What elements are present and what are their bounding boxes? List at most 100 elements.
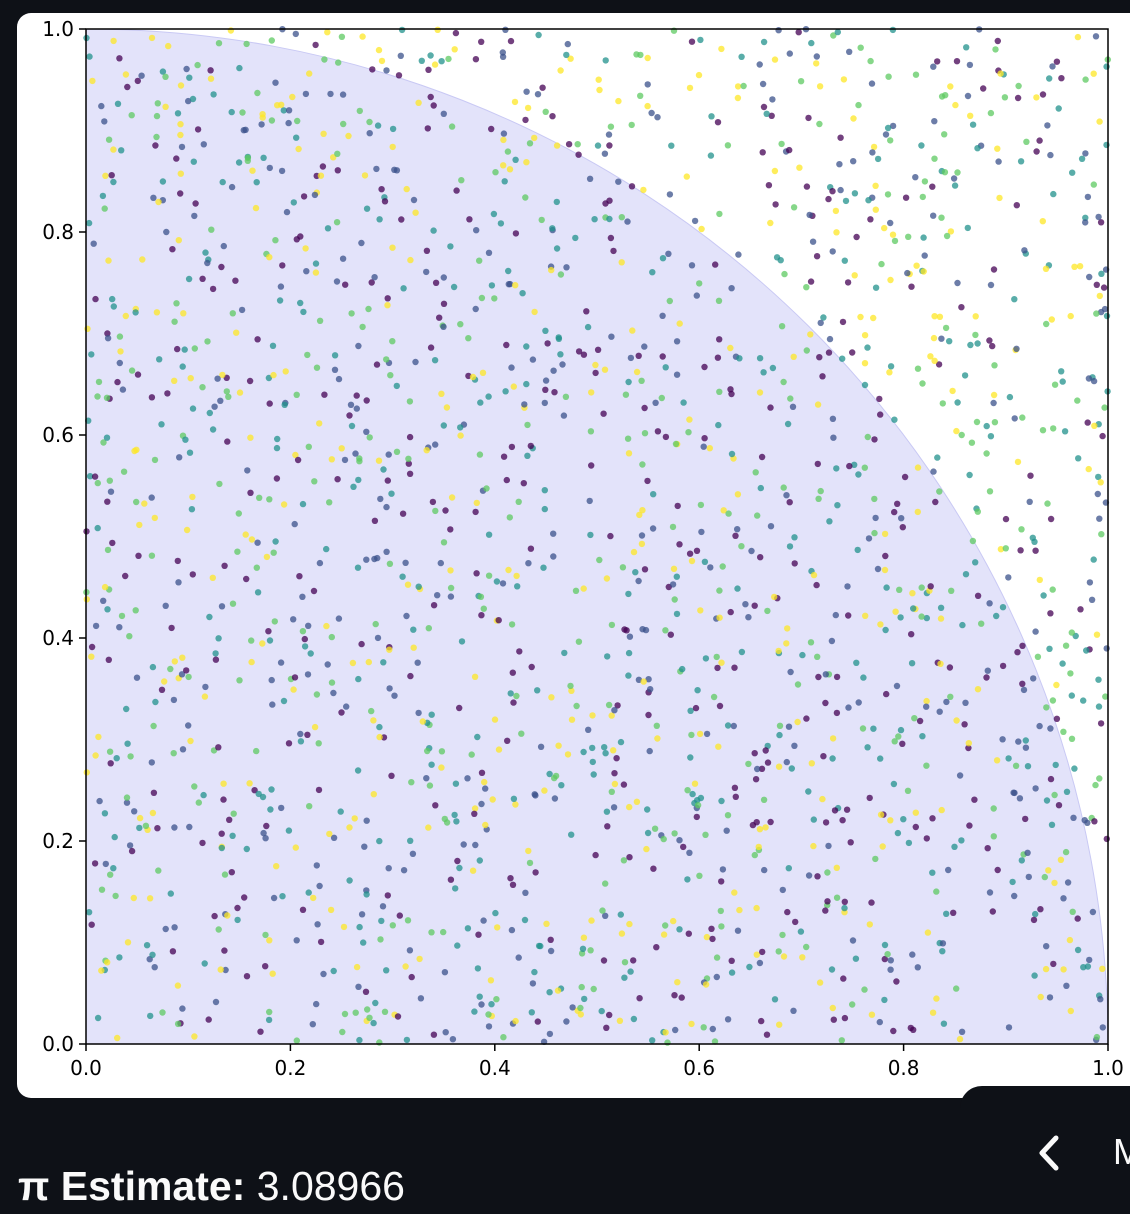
scatter-point bbox=[548, 266, 555, 274]
scatter-point bbox=[921, 252, 928, 259]
scatter-point bbox=[936, 708, 943, 715]
scatter-point bbox=[668, 142, 675, 149]
scatter-point bbox=[312, 269, 320, 276]
chevron-left-icon[interactable] bbox=[1030, 1130, 1070, 1176]
scatter-point bbox=[491, 295, 498, 302]
scatter-point bbox=[312, 260, 320, 267]
scatter-point bbox=[659, 255, 667, 262]
scatter-point bbox=[200, 141, 207, 148]
scatter-point bbox=[452, 885, 459, 892]
scatter-point bbox=[565, 141, 573, 148]
scatter-point bbox=[1095, 473, 1102, 481]
scatter-point bbox=[494, 924, 501, 931]
scatter-point bbox=[340, 120, 347, 128]
scatter-point bbox=[742, 601, 749, 608]
scatter-point bbox=[736, 355, 743, 362]
scatter-point bbox=[649, 269, 656, 276]
scatter-point bbox=[759, 80, 767, 88]
scatter-point bbox=[954, 169, 961, 176]
scatter-point bbox=[567, 55, 574, 62]
scatter-point bbox=[851, 461, 858, 468]
scatter-point bbox=[405, 460, 412, 467]
scatter-point bbox=[636, 995, 643, 1002]
scatter-point bbox=[629, 327, 636, 334]
scatter-point bbox=[440, 110, 447, 118]
scatter-point bbox=[638, 532, 646, 539]
scatter-point bbox=[1090, 70, 1097, 77]
scatter-point bbox=[776, 722, 784, 729]
scatter-point bbox=[555, 742, 562, 749]
scatter-point bbox=[110, 303, 118, 310]
scatter-point bbox=[130, 894, 137, 902]
scatter-point bbox=[187, 737, 194, 745]
scatter-point bbox=[889, 122, 897, 130]
scatter-point bbox=[226, 816, 233, 823]
scatter-point bbox=[687, 707, 694, 714]
scatter-point bbox=[440, 274, 447, 281]
scatter-point bbox=[1074, 915, 1081, 922]
scatter-point bbox=[369, 66, 376, 73]
scatter-point bbox=[391, 692, 398, 699]
scatter-point bbox=[754, 765, 761, 773]
scatter-point bbox=[123, 794, 131, 801]
scatter-point bbox=[389, 338, 396, 345]
scatter-point bbox=[399, 573, 406, 580]
scatter-point bbox=[88, 653, 95, 660]
scatter-point bbox=[1069, 169, 1076, 176]
scatter-point bbox=[734, 585, 741, 592]
scatter-point bbox=[423, 447, 430, 454]
scatter-point bbox=[702, 981, 710, 988]
scatter-point bbox=[790, 353, 797, 360]
scatter-point bbox=[265, 374, 273, 382]
scatter-point bbox=[877, 755, 884, 762]
scatter-point bbox=[822, 699, 829, 707]
pager-next-label[interactable]: M bbox=[1113, 1131, 1130, 1172]
scatter-point bbox=[947, 83, 954, 90]
scatter-point bbox=[874, 155, 882, 163]
scatter-point bbox=[813, 53, 820, 60]
scatter-point bbox=[557, 351, 564, 358]
scatter-point bbox=[751, 851, 758, 859]
scatter-point bbox=[881, 996, 888, 1004]
scatter-point bbox=[372, 620, 379, 628]
scatter-point bbox=[163, 228, 170, 236]
scatter-point bbox=[1043, 943, 1050, 950]
scatter-point bbox=[269, 342, 277, 349]
scatter-point bbox=[715, 297, 723, 304]
scatter-point bbox=[309, 1021, 316, 1028]
scatter-point bbox=[701, 435, 708, 442]
scatter-point bbox=[674, 502, 681, 510]
scatter-point bbox=[507, 875, 514, 882]
scatter-point bbox=[182, 436, 189, 443]
scatter-point bbox=[441, 969, 449, 976]
scatter-point bbox=[603, 575, 611, 582]
scatter-point bbox=[555, 335, 563, 342]
scatter-point bbox=[386, 685, 393, 692]
scatter-point bbox=[799, 651, 806, 659]
scatter-point bbox=[291, 520, 298, 528]
scatter-point bbox=[930, 334, 938, 342]
scatter-point bbox=[622, 391, 630, 398]
scatter-point bbox=[456, 704, 463, 712]
scatter-point bbox=[809, 238, 817, 245]
scatter-point bbox=[388, 490, 395, 497]
scatter-point bbox=[615, 97, 622, 105]
scatter-point bbox=[735, 251, 742, 258]
scatter-point bbox=[918, 613, 925, 620]
scatter-point bbox=[946, 338, 953, 345]
scatter-point bbox=[990, 266, 998, 273]
scatter-point bbox=[679, 665, 686, 673]
scatter-point bbox=[1050, 190, 1057, 198]
scatter-point bbox=[407, 256, 414, 264]
scatter-point bbox=[355, 342, 362, 350]
scatter-point bbox=[285, 827, 293, 834]
scatter-point bbox=[242, 531, 249, 538]
scatter-point bbox=[644, 81, 651, 88]
scatter-point bbox=[1080, 697, 1087, 704]
scatter-point bbox=[119, 386, 127, 393]
scatter-point bbox=[219, 371, 226, 379]
scatter-point bbox=[366, 1014, 373, 1021]
scatter-point bbox=[1034, 653, 1042, 660]
scatter-point bbox=[278, 167, 286, 175]
scatter-point bbox=[191, 1033, 198, 1040]
